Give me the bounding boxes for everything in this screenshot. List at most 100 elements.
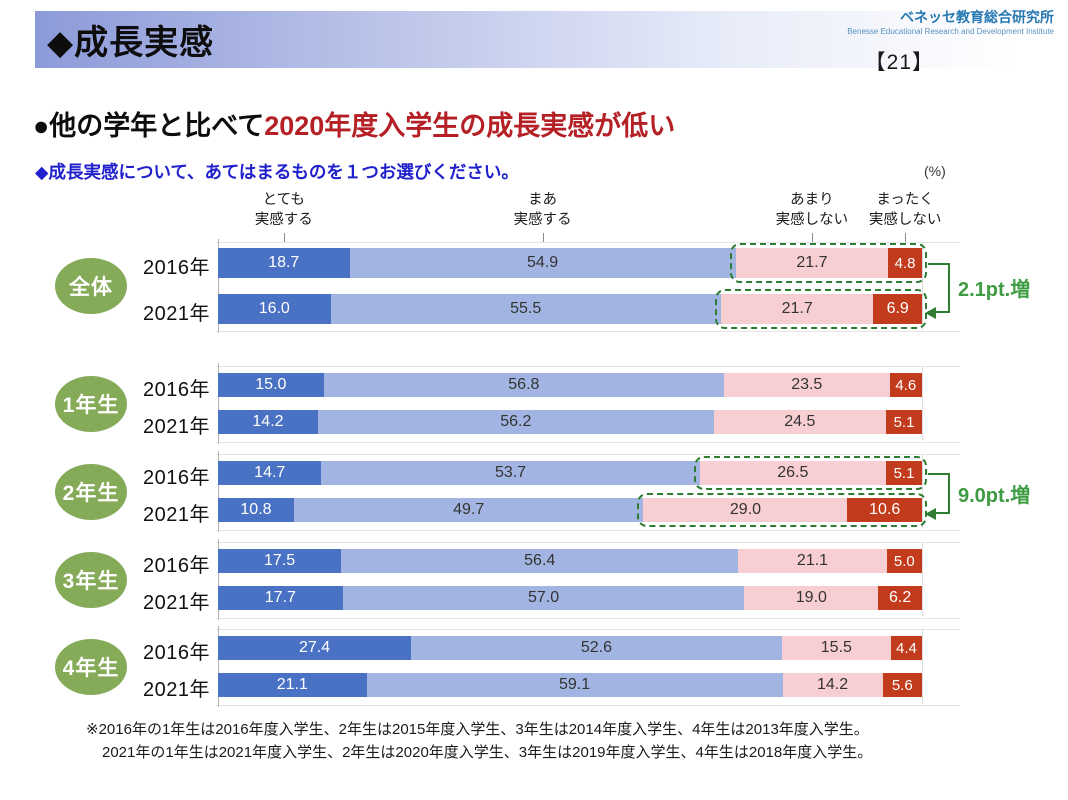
bar-1年生-2016年: 15.0 56.8 23.5 4.6 xyxy=(218,373,922,397)
page-title: ◆成長実感 xyxy=(47,24,215,62)
group-badge-全体: 全体 xyxy=(55,258,127,314)
bar-segment: 49.7 xyxy=(293,498,644,522)
bar-segment: 5.6 xyxy=(882,673,922,697)
highlight-box xyxy=(729,242,927,283)
bar-segment: 14.7 xyxy=(218,461,322,485)
year-label: 2021年 xyxy=(143,679,210,701)
bar-segment: 27.4 xyxy=(218,636,412,660)
bar-segment: 16.0 xyxy=(218,294,331,324)
legend-label: まあ 実感する xyxy=(513,192,572,229)
legend-tick xyxy=(905,233,906,247)
bar-4年生-2021年: 21.1 59.1 14.2 5.6 xyxy=(218,673,922,697)
gridline-100 xyxy=(922,542,923,617)
logo-subtitle: Benesse Educational Research and Develop… xyxy=(847,26,1054,36)
axis-line xyxy=(218,626,219,707)
arrow-left-icon xyxy=(925,306,936,319)
bar-segment: 53.7 xyxy=(321,461,700,485)
annotation-increase: 2.1pt.増 xyxy=(958,279,1031,301)
axis-line xyxy=(218,239,219,333)
bar-segment: 19.0 xyxy=(744,586,879,610)
bar-1年生-2021年: 14.2 56.2 24.5 5.1 xyxy=(218,410,922,434)
legend-label: まったく 実感しない xyxy=(868,192,942,229)
bar-segment: 26.5 xyxy=(699,461,887,485)
bar-segment: 4.8 xyxy=(888,248,922,278)
bar-segment: 10.8 xyxy=(218,498,294,522)
bar-segment: 21.1 xyxy=(738,549,887,573)
year-label: 2016年 xyxy=(143,257,210,279)
bar-segment: 6.2 xyxy=(878,586,922,610)
survey-question: ◆成長実感について、あてはまるものを１つお選びください。 xyxy=(35,162,519,182)
bar-segment: 4.4 xyxy=(890,636,922,660)
axis-line xyxy=(218,451,219,532)
group-badge-1年生: 1年生 xyxy=(55,375,127,432)
bar-3年生-2021年: 17.7 57.0 19.0 6.2 xyxy=(218,586,922,610)
increase-bracket xyxy=(925,473,950,520)
bar-segment: 15.5 xyxy=(781,636,891,660)
group-badge-2年生: 2年生 xyxy=(55,463,127,520)
legend-tick xyxy=(543,233,544,247)
bar-segment: 14.2 xyxy=(218,410,318,434)
bar-segment: 15.0 xyxy=(218,373,324,397)
gridline-100 xyxy=(922,366,923,441)
bar-segment: 5.1 xyxy=(886,461,922,485)
bar-segment: 56.8 xyxy=(323,373,724,397)
group-badge-4年生: 4年生 xyxy=(55,638,127,695)
bar-全体-2016年: 18.7 54.9 21.7 4.8 xyxy=(218,248,922,278)
headline: ●他の学年と比べて2020年度入学生の成長実感が低い xyxy=(33,104,675,143)
benesse-logo: ベネッセ教育総合研究所 Benesse Educational Research… xyxy=(847,9,1054,37)
bar-segment: 14.2 xyxy=(782,673,883,697)
header-bar: ◆成長実感 xyxy=(35,11,1068,68)
bar-全体-2021年: 16.0 55.5 21.7 6.9 xyxy=(218,294,922,324)
legend-label: とても 実感する xyxy=(254,192,313,229)
bar-segment: 29.0 xyxy=(643,498,848,522)
legend-label: あまり 実感しない xyxy=(775,192,849,229)
footnote-line1: ※2016年の1年生は2016年度入学生、2年生は2015年度入学生、3年生は2… xyxy=(86,721,869,738)
year-label: 2016年 xyxy=(143,379,210,401)
bar-segment: 4.6 xyxy=(889,373,922,397)
group-badge-3年生: 3年生 xyxy=(55,551,127,608)
gridline-100 xyxy=(922,454,923,529)
bar-segment: 17.7 xyxy=(218,586,343,610)
bar-segment: 10.6 xyxy=(847,498,922,522)
year-label: 2016年 xyxy=(143,555,210,577)
year-label: 2021年 xyxy=(143,416,210,438)
arrow-left-icon xyxy=(925,507,936,520)
bar-segment: 18.7 xyxy=(218,248,350,278)
headline-emphasis: 2020年度入学生の成長実感が低い xyxy=(264,111,676,141)
bar-segment: 57.0 xyxy=(342,586,745,610)
headline-prefix: ●他の学年と比べて xyxy=(33,111,265,141)
bar-segment: 54.9 xyxy=(349,248,736,278)
year-label: 2021年 xyxy=(143,303,210,325)
unit-label: (%) xyxy=(924,163,946,179)
year-label: 2016年 xyxy=(143,467,210,489)
axis-line xyxy=(218,363,219,444)
increase-bracket xyxy=(925,263,950,319)
annotation-increase: 9.0pt.増 xyxy=(958,484,1031,507)
legend-tick xyxy=(812,233,813,247)
axis-line xyxy=(218,539,219,620)
highlight-box xyxy=(693,455,927,490)
logo-name: ベネッセ教育総合研究所 xyxy=(900,9,1054,25)
gridline-100 xyxy=(922,242,923,330)
bar-segment: 52.6 xyxy=(411,636,782,660)
bar-2年生-2016年: 14.7 53.7 26.5 5.1 xyxy=(218,461,922,485)
bar-segment: 21.7 xyxy=(735,248,889,278)
bar-segment: 5.0 xyxy=(886,549,922,573)
highlight-box xyxy=(637,492,927,527)
bar-segment: 21.1 xyxy=(218,673,367,697)
bar-segment: 56.2 xyxy=(317,410,714,434)
bar-segment: 55.5 xyxy=(330,294,721,324)
year-label: 2016年 xyxy=(143,642,210,664)
gridline-100 xyxy=(922,629,923,704)
bar-4年生-2016年: 27.4 52.6 15.5 4.4 xyxy=(218,636,922,660)
bar-segment: 23.5 xyxy=(723,373,890,397)
bar-3年生-2016年: 17.5 56.4 21.1 5.0 xyxy=(218,549,922,573)
legend-tick xyxy=(284,233,285,247)
footnote: ※2016年の1年生は2016年度入学生、2年生は2015年度入学生、3年生は2… xyxy=(86,719,872,764)
bar-segment: 24.5 xyxy=(713,410,887,434)
bar-segment: 6.9 xyxy=(873,294,922,324)
bar-segment: 21.7 xyxy=(720,294,874,324)
bar-segment: 17.5 xyxy=(218,549,342,573)
